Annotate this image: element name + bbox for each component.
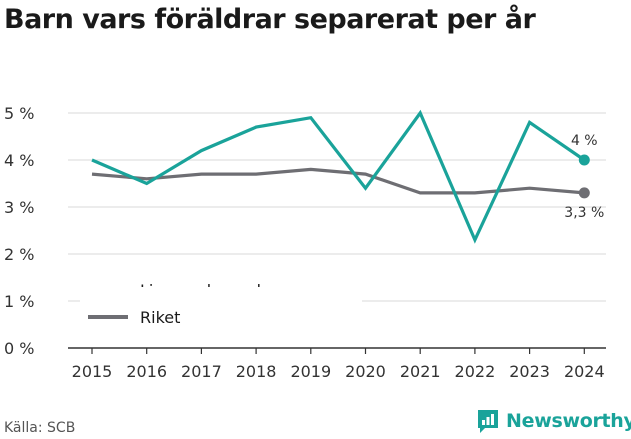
legend-label: Riket	[140, 308, 180, 327]
legend: Ljusnarsbergs kommunRiket	[80, 260, 362, 327]
y-tick-label: 5 %	[4, 104, 34, 123]
chart-title: Barn vars föräldrar separerat per år	[4, 4, 536, 35]
x-tick-label: 2021	[400, 362, 441, 381]
x-tick-label: 2018	[236, 362, 277, 381]
x-tick-label: 2023	[509, 362, 550, 381]
y-axis: 0 % 1 % 2 % 3 % 4 % 5 %	[4, 104, 34, 358]
x-tick-label: 2024	[564, 362, 605, 381]
source-note: Källa: SCB	[4, 420, 76, 436]
series-line	[91, 167, 585, 195]
end-value-label: 3,3 %	[564, 205, 604, 221]
end-value-label: 4 %	[571, 133, 598, 149]
newsworthy-icon	[478, 410, 498, 433]
series-layer: 4 % 3,3 %	[91, 109, 604, 244]
x-axis: 2015 2016 2017 2018 2019 2020 2021 2022 2023 2024	[72, 348, 605, 381]
x-tick-label: 2016	[126, 362, 167, 381]
brand-logo: Newsworthy	[476, 408, 631, 434]
brand-name: Newsworthy	[506, 410, 631, 432]
x-tick-label: 2022	[455, 362, 496, 381]
x-tick-label: 2020	[345, 362, 386, 381]
y-tick-label: 0 %	[4, 339, 34, 358]
x-tick-label: 2017	[181, 362, 222, 381]
y-tick-label: 1 %	[4, 292, 34, 311]
x-tick-label: 2019	[290, 362, 331, 381]
y-tick-label: 4 %	[4, 151, 34, 170]
legend-background	[80, 260, 362, 284]
y-tick-label: 3 %	[4, 198, 34, 217]
x-tick-label: 2015	[72, 362, 113, 381]
end-point-marker	[578, 187, 590, 199]
legend-background	[80, 287, 362, 311]
series-line	[91, 109, 586, 244]
y-tick-label: 2 %	[4, 245, 34, 264]
end-point-marker	[578, 154, 590, 166]
